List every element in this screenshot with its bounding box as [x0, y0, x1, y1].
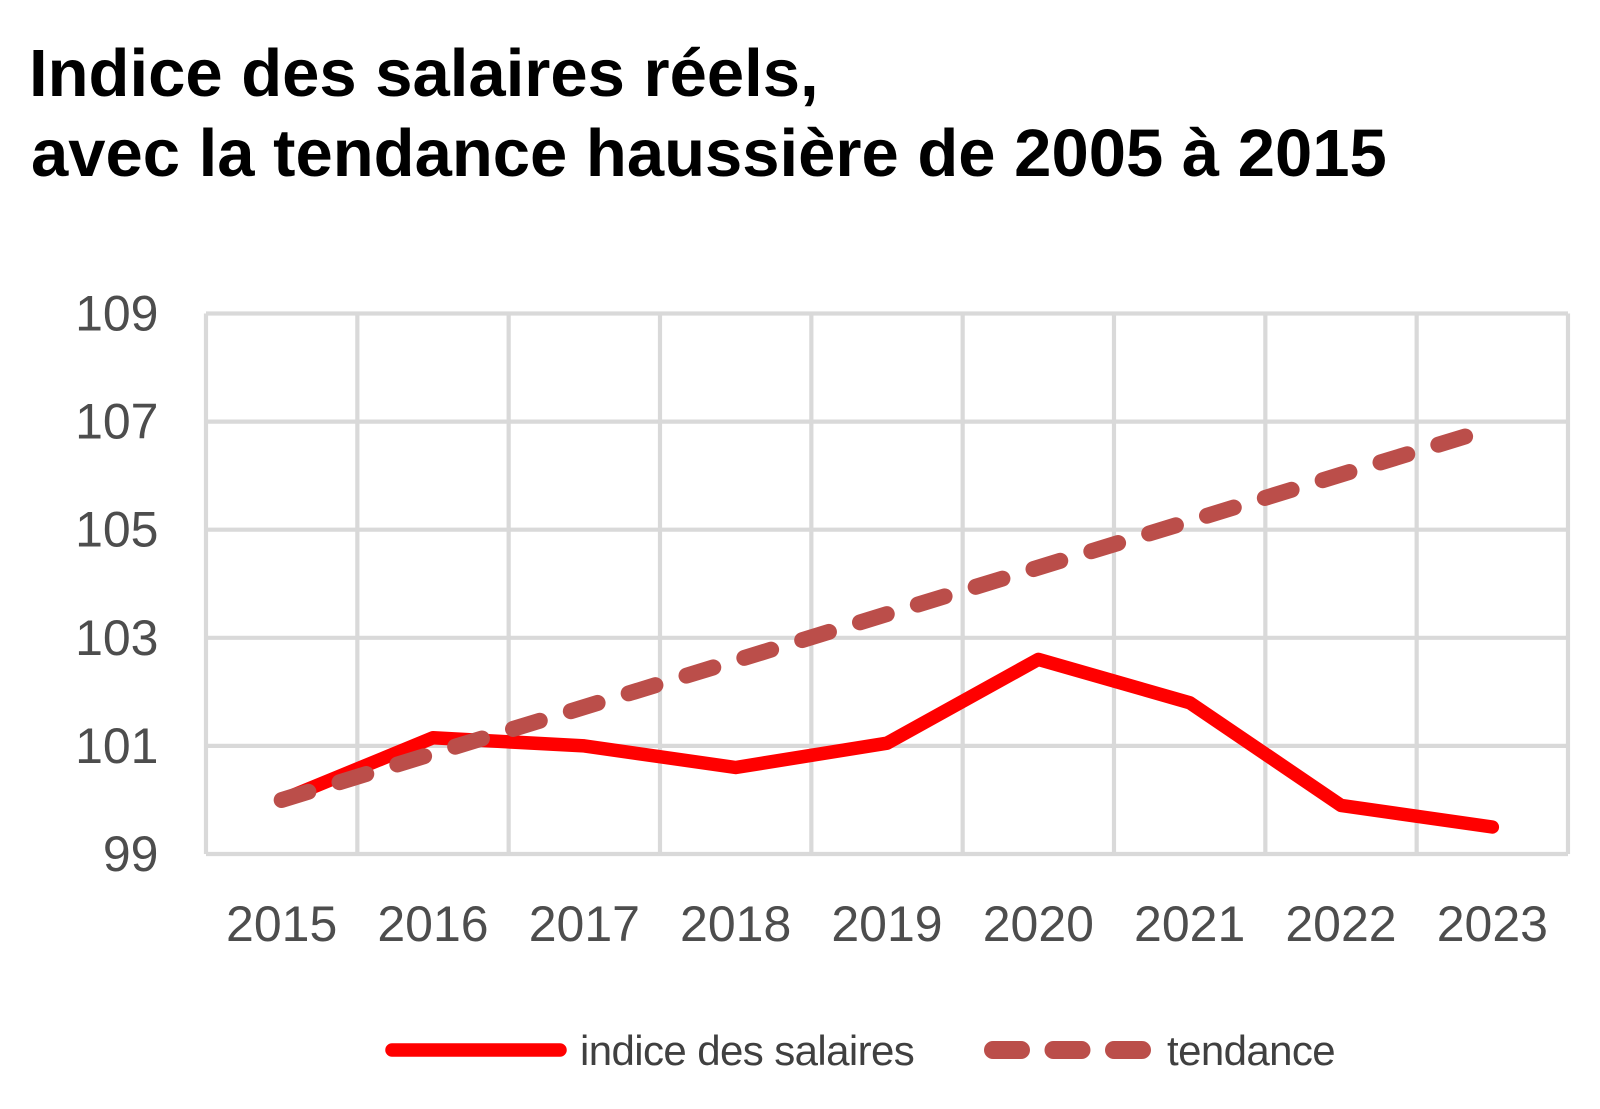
svg-text:2019: 2019 [831, 896, 942, 952]
svg-text:tendance: tendance [1167, 1027, 1335, 1074]
svg-text:indice des salaires: indice des salaires [580, 1027, 914, 1074]
svg-text:Indice des salaires réels,: Indice des salaires réels, [29, 36, 819, 111]
svg-text:2020: 2020 [983, 896, 1094, 952]
svg-text:2015: 2015 [226, 896, 337, 952]
svg-text:105: 105 [75, 502, 158, 558]
svg-text:2022: 2022 [1285, 896, 1396, 952]
svg-text:2017: 2017 [529, 896, 640, 952]
svg-text:2016: 2016 [377, 896, 488, 952]
svg-text:107: 107 [75, 394, 158, 450]
svg-text:2021: 2021 [1134, 896, 1245, 952]
svg-text:2018: 2018 [680, 896, 791, 952]
svg-text:101: 101 [75, 718, 158, 774]
svg-text:avec la tendance haussière de: avec la tendance haussière de 2005 à 201… [31, 116, 1387, 191]
svg-text:103: 103 [75, 610, 158, 666]
svg-text:99: 99 [103, 826, 159, 882]
svg-text:2023: 2023 [1437, 896, 1548, 952]
svg-text:109: 109 [75, 286, 158, 342]
